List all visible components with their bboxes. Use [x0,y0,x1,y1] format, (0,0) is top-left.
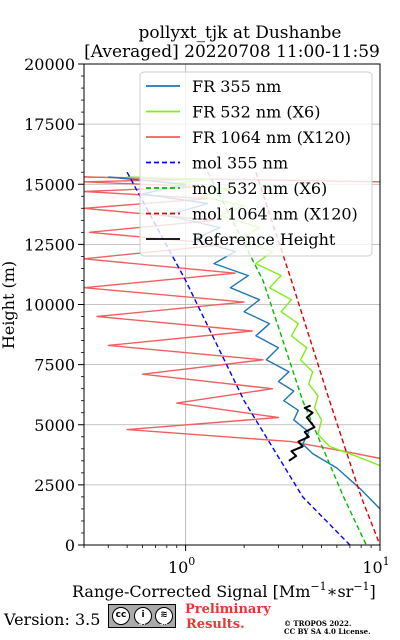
sa-icon: ≋ [155,607,173,625]
y-tick-label: 17500 [24,115,75,134]
cc-mini-sa: SA [160,621,168,627]
copyright-line1: © TROPOS 2022. [284,619,352,628]
preliminary-notice: Preliminary Results. [185,602,271,632]
chart-title-line2: [Averaged] 20220708 11:00-11:59 [84,42,380,62]
legend-box [139,71,373,257]
footer: Version: 3.5 cc i ≋ BY SA Preliminary Re… [0,596,400,640]
legend-label: mol 1064 nm (X120) [192,205,358,224]
legend-label: FR 532 nm (X6) [192,103,320,122]
version-label: Version: 3.5 [4,610,101,629]
legend-label: Reference Height [192,230,336,249]
legend-label: mol 532 nm (X6) [192,179,327,198]
x-axis-label: Range-Corrected Signal [Mm−1∗sr−1] [72,580,376,601]
cc-mini-by: BY [139,621,147,627]
preliminary-label: Preliminary [185,602,271,617]
legend: FR 355 nm FR 532 nm (X6) FR 1064 nm (X120)… [139,71,373,257]
axis-ticks: 0 2500 5000 7500 10000 12500 15000 17500 20000 10… [24,55,390,577]
y-tick-label: 7500 [34,356,75,375]
cc-license-badge[interactable]: cc i ≋ BY SA [108,604,176,628]
legend-label: FR 1064 nm (X120) [192,128,351,147]
chart-title-line1: pollyxt_tjk at Dushanbe [139,23,342,43]
y-tick-label: 20000 [24,55,75,74]
copyright-line2: CC BY SA 4.0 License. [284,627,371,636]
copyright-notice: © TROPOS 2022. CC BY SA 4.0 License. [284,620,371,636]
y-tick-label: 12500 [24,235,75,254]
y-tick-label: 15000 [24,175,75,194]
legend-label: mol 355 nm [192,154,288,173]
cc-icon: cc [112,607,130,625]
series-reference-height [288,404,316,462]
x-tick-label: 100 [168,555,195,577]
y-axis-label: Height (m) [0,261,18,349]
by-icon: i [134,607,152,625]
y-tick-label: 2500 [34,476,75,495]
x-tick-label: 101 [362,555,389,577]
legend-label: FR 355 nm [192,77,281,96]
y-tick-label: 0 [65,536,75,555]
y-tick-label: 5000 [34,416,75,435]
y-tick-label: 10000 [24,296,75,315]
results-label: Results. [186,617,245,632]
